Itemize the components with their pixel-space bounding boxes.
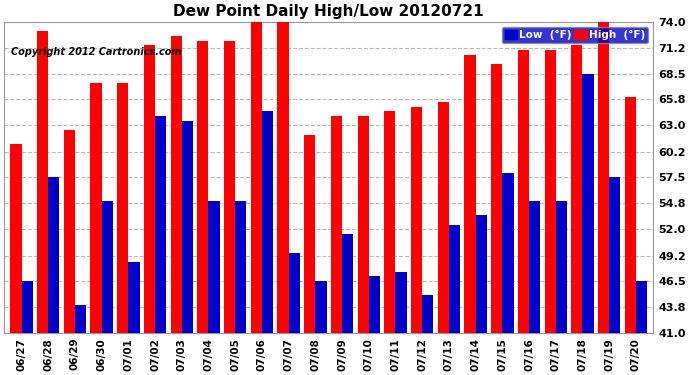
Bar [571,45,582,333]
Bar [315,281,326,333]
Bar [10,144,21,333]
Bar [208,201,219,333]
Bar [331,116,342,333]
Bar [224,40,235,333]
Bar [288,253,300,333]
Bar [475,215,487,333]
Bar [63,130,75,333]
Bar [37,31,48,333]
Bar [529,201,540,333]
Bar [555,201,567,333]
Bar [437,102,449,333]
Bar [197,40,208,333]
Bar [90,83,101,333]
Title: Dew Point Daily High/Low 20120721: Dew Point Daily High/Low 20120721 [173,4,484,19]
Bar [411,106,422,333]
Bar [117,83,128,333]
Bar [357,116,368,333]
Bar [48,177,59,333]
Bar [155,116,166,333]
Bar [75,304,86,333]
Bar [235,201,246,333]
Bar [101,201,113,333]
Bar [368,276,380,333]
Bar [250,22,262,333]
Bar [582,74,593,333]
Bar [384,111,395,333]
Bar [144,45,155,333]
Bar [491,64,502,333]
Bar [609,177,620,333]
Bar [502,172,513,333]
Bar [170,36,181,333]
Bar [544,50,555,333]
Bar [449,225,460,333]
Legend: Low  (°F), High  (°F): Low (°F), High (°F) [502,27,648,43]
Bar [422,295,433,333]
Bar [464,55,475,333]
Bar [262,111,273,333]
Bar [304,135,315,333]
Bar [395,272,406,333]
Bar [518,50,529,333]
Bar [636,281,647,333]
Bar [598,22,609,333]
Bar [342,234,353,333]
Bar [128,262,139,333]
Bar [277,22,288,333]
Bar [21,281,32,333]
Bar [181,121,193,333]
Text: Copyright 2012 Cartronics.com: Copyright 2012 Cartronics.com [10,46,181,57]
Bar [624,97,636,333]
